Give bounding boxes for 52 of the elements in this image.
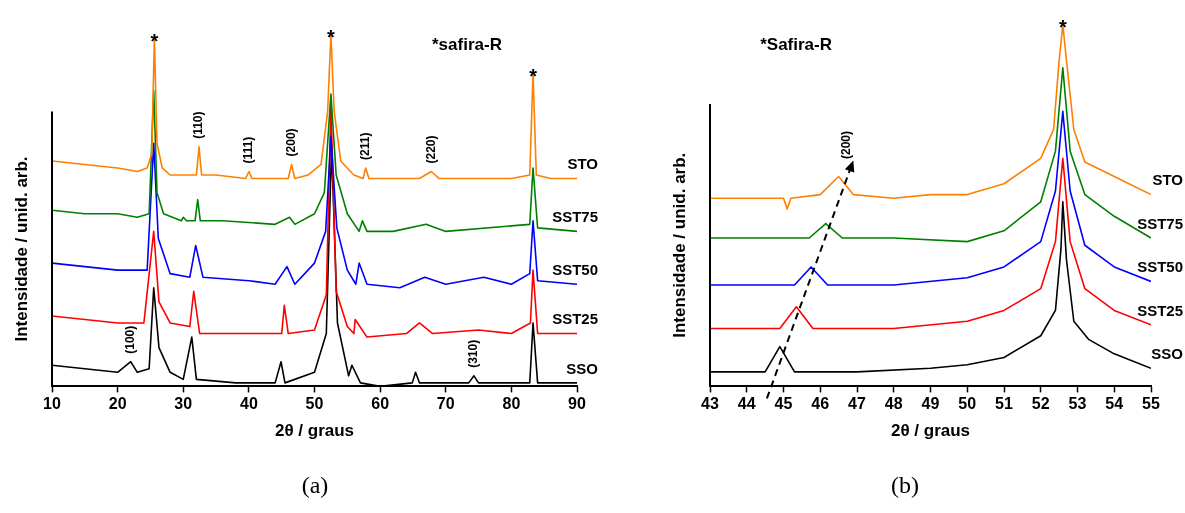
- x-tick-label: 50: [958, 395, 977, 413]
- text: (a): [301, 472, 329, 499]
- x-tick-label: 54: [1105, 395, 1124, 413]
- series-label: SST50: [552, 260, 598, 278]
- text: (b): [891, 472, 919, 499]
- x-tick-label: 30: [174, 395, 193, 413]
- annotation: (100): [123, 325, 138, 354]
- series-label: SST25: [1137, 301, 1183, 319]
- x-tick-label: 48: [884, 395, 903, 413]
- x-tick-label: 49: [921, 395, 940, 413]
- annotation: (200): [839, 130, 854, 159]
- y-axis-title: Intensidade / unid. arb.: [11, 156, 31, 342]
- x-tick-label: 55: [1142, 395, 1160, 413]
- annotation: (310): [466, 339, 481, 368]
- x-tick-label: 70: [436, 395, 455, 413]
- annotation: *: [150, 29, 159, 52]
- x-tick-label: 10: [43, 395, 61, 413]
- x-tick-label: 51: [995, 395, 1013, 413]
- series-label: SSO: [1151, 344, 1184, 362]
- x-tick-label: 47: [848, 395, 866, 413]
- annotation: *safira-R: [432, 35, 502, 54]
- annotation: (211): [358, 132, 372, 160]
- series-label: SST75: [1137, 214, 1183, 232]
- x-tick-label: 60: [371, 395, 390, 413]
- annotation: *: [1058, 16, 1067, 39]
- series-label: SST25: [552, 310, 598, 328]
- series-label: STO: [567, 155, 599, 173]
- x-tick-label: 40: [239, 395, 258, 413]
- annotation: (220): [423, 135, 438, 164]
- annotation: (111): [241, 136, 256, 164]
- series-label: SSO: [566, 359, 599, 377]
- annotation: (110): [191, 111, 206, 139]
- series-label: SST50: [1137, 258, 1183, 276]
- x-tick-label: 50: [305, 395, 324, 413]
- x-tick-label: 45: [774, 395, 793, 413]
- x-tick-label: 46: [811, 395, 830, 413]
- series-label: SST75: [552, 208, 598, 226]
- annotation: *: [327, 26, 336, 49]
- x-tick-label: 44: [737, 395, 756, 413]
- annotation: *Safira-R: [760, 35, 833, 54]
- x-tick-label: 90: [568, 395, 586, 413]
- x-tick-label: 53: [1068, 395, 1087, 413]
- x-tick-label: 52: [1031, 395, 1050, 413]
- x-tick-label: 20: [108, 395, 127, 413]
- annotation: (200): [283, 128, 298, 157]
- series-label: STO: [1152, 171, 1184, 189]
- x-axis-title: 2θ / graus: [890, 421, 971, 441]
- x-tick-label: 80: [502, 395, 521, 413]
- x-tick-label: 43: [701, 395, 719, 413]
- y-axis-title: Intensidade / unid. arb.: [669, 152, 689, 338]
- x-axis-title: 2θ / graus: [274, 421, 355, 441]
- annotation: *: [529, 64, 538, 87]
